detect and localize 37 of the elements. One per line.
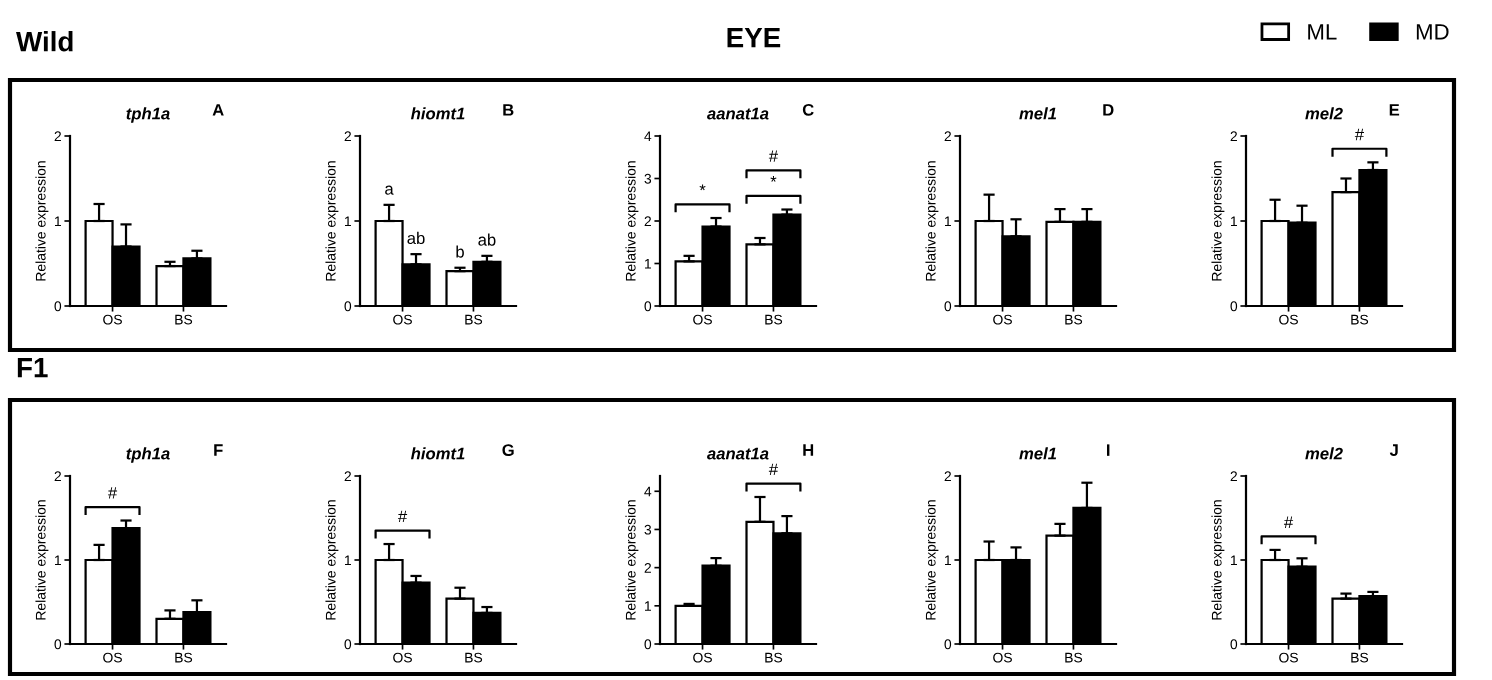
text: B [503, 104, 514, 116]
chart-title: hiomt1 [410, 447, 465, 460]
text: # [768, 463, 779, 476]
annotation: # [768, 150, 779, 162]
text: F [214, 444, 223, 456]
legend-label: MD [1416, 24, 1449, 40]
text: G [502, 444, 514, 456]
text: A [212, 104, 224, 116]
annotation: # [1354, 128, 1365, 141]
chart-title: mel2 [1305, 447, 1343, 460]
chart-title: mel2 [1305, 107, 1343, 120]
text: D [1103, 104, 1114, 116]
text: E [1389, 104, 1400, 116]
chart-title: tph1a [126, 447, 170, 463]
text: Wild [16, 31, 73, 52]
legend-label: ML [1308, 24, 1337, 40]
data-label: ab [478, 233, 496, 246]
annotation: # [107, 487, 118, 499]
chart-title: hiomt1 [410, 107, 465, 120]
chart-title: tph1a [126, 107, 170, 123]
chart-title: aanat1a [707, 107, 769, 120]
chart-title: aanat1a [707, 447, 769, 460]
chart-title: mel1 [1019, 447, 1057, 460]
text: C [802, 103, 814, 116]
data-label: a [385, 185, 394, 195]
annotation: * [770, 175, 777, 182]
chart-title: mel1 [1019, 107, 1057, 120]
annotation: # [1283, 516, 1294, 528]
text: J [1389, 444, 1398, 456]
annotation: * [699, 184, 706, 191]
text: I [1107, 444, 1110, 456]
text: EYE [727, 28, 781, 48]
text: H [803, 444, 814, 456]
data-label: ab [407, 231, 425, 245]
text: F1 [17, 358, 48, 378]
data-label: b [456, 245, 464, 258]
annotation: # [397, 510, 408, 523]
